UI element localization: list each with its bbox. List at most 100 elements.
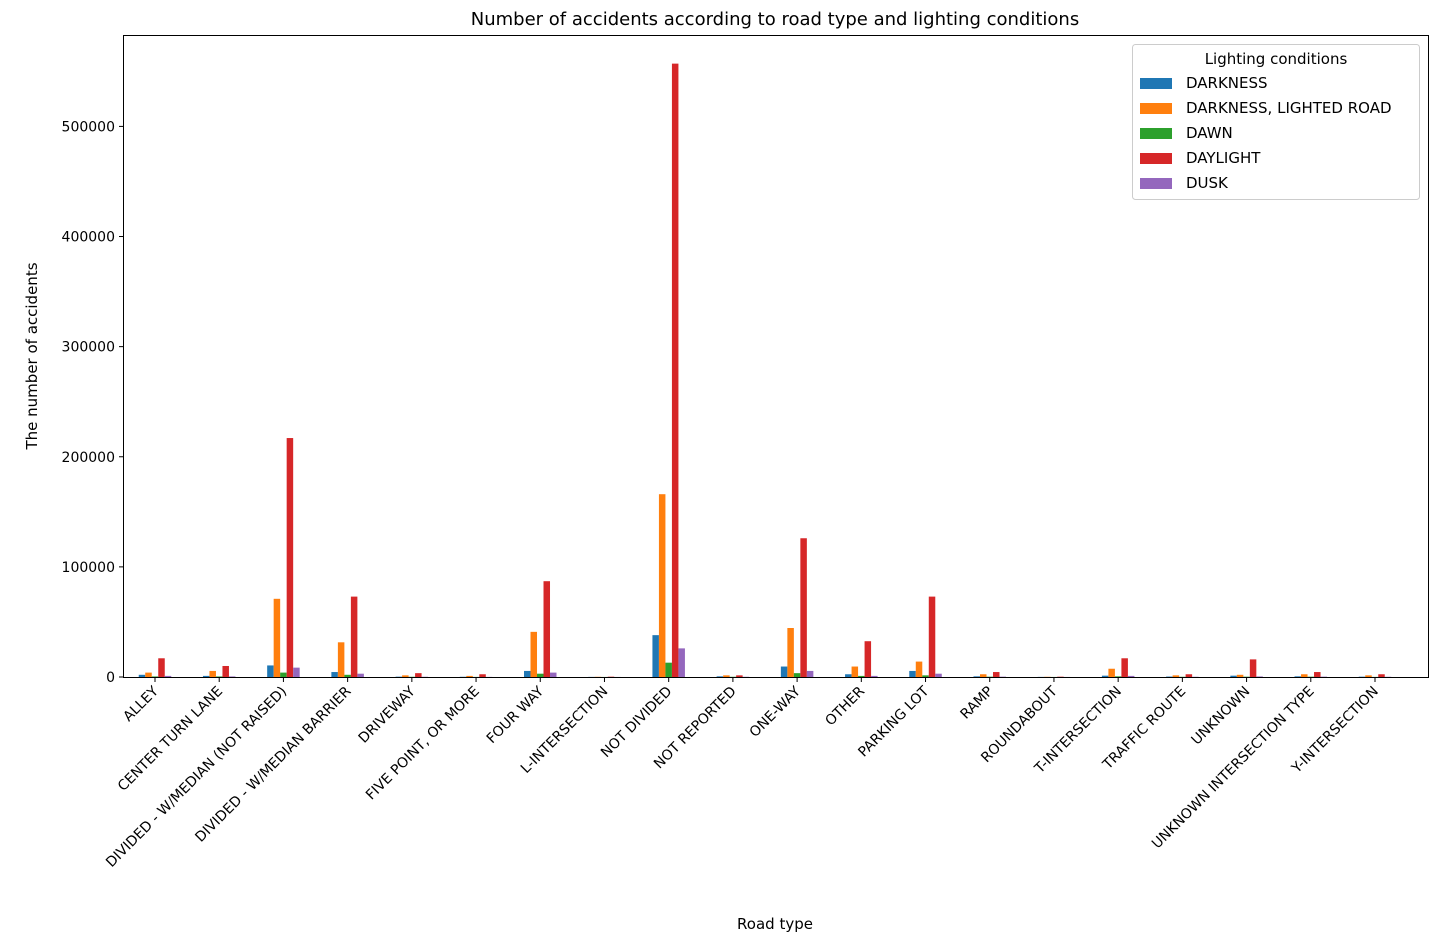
- bar-dawn-16: [1115, 676, 1122, 677]
- bar-darkness-2: [203, 676, 210, 677]
- x-tick-label: DRIVEWAY: [356, 683, 419, 746]
- bar-darkness-14: [973, 676, 980, 677]
- bar-dusk-9: [678, 648, 685, 677]
- bar-dawn-3: [280, 673, 287, 677]
- x-tick-label: ALLEY: [120, 683, 162, 725]
- legend-swatch: [1140, 128, 1172, 139]
- x-axis-title: Road type: [737, 915, 813, 933]
- bar-darkness-lighted-road-5: [402, 675, 409, 677]
- y-tick-label: 200000: [62, 450, 115, 466]
- bar-darkness-lighted-road-2: [209, 671, 216, 677]
- legend-label: DARKNESS: [1186, 74, 1268, 92]
- bar-dawn-2: [216, 676, 223, 677]
- legend-label: DAYLIGHT: [1186, 149, 1261, 167]
- bar-darkness-lighted-road-13: [916, 662, 923, 677]
- bar-dawn-9: [665, 663, 672, 677]
- bar-daylight-17: [1186, 674, 1193, 677]
- legend-title: Lighting conditions: [1205, 50, 1348, 68]
- x-tick-label: UNKNOWN: [1189, 684, 1254, 749]
- bar-dusk-18: [1256, 676, 1263, 677]
- bar-dusk-16: [1128, 676, 1135, 677]
- legend-swatch: [1140, 178, 1172, 189]
- bar-darkness-lighted-road-4: [338, 642, 345, 677]
- bar-dawn-13: [922, 675, 929, 677]
- bar-daylight-13: [929, 597, 936, 677]
- y-axis: 0 100000 200000 300000 400000 500000: [62, 119, 124, 686]
- bar-darkness-lighted-road-20: [1365, 675, 1372, 677]
- legend-swatch: [1140, 153, 1172, 164]
- x-tick-label: ONE-WAY: [747, 683, 805, 741]
- bar-dusk-7: [550, 673, 557, 677]
- bar-dusk-13: [935, 674, 942, 677]
- bar-darkness-lighted-road-12: [852, 667, 859, 677]
- bar-dusk-2: [229, 676, 236, 677]
- bar-dawn-4: [344, 675, 351, 677]
- y-tick-label: 500000: [62, 119, 115, 135]
- bar-darkness-1: [139, 675, 146, 677]
- x-tick-label: RAMP: [957, 684, 996, 723]
- bar-darkness-lighted-road-19: [1301, 674, 1308, 677]
- bar-daylight-18: [1250, 659, 1257, 677]
- bar-darkness-11: [781, 667, 788, 677]
- legend-swatch: [1140, 103, 1172, 114]
- y-tick-label: 100000: [62, 560, 115, 576]
- x-tick-label: FIVE POINT, OR MORE: [363, 684, 483, 804]
- bar-daylight-6: [479, 674, 486, 677]
- bar-dusk-11: [807, 671, 814, 677]
- bar-darkness-lighted-road-16: [1108, 669, 1115, 677]
- y-tick-label: 400000: [62, 230, 115, 246]
- bar-dusk-3: [293, 668, 300, 677]
- legend-label: DARKNESS, LIGHTED ROAD: [1186, 99, 1392, 117]
- bar-daylight-16: [1121, 658, 1128, 677]
- bar-darkness-lighted-road-1: [145, 673, 152, 677]
- bar-daylight-10: [736, 675, 743, 677]
- x-tick-label: FOUR WAY: [484, 683, 548, 747]
- bar-darkness-12: [845, 674, 852, 677]
- bar-daylight-4: [351, 597, 358, 677]
- bar-dawn-12: [858, 676, 865, 677]
- bar-dawn-7: [537, 674, 544, 677]
- bar-darkness-3: [267, 665, 274, 677]
- bar-darkness-16: [1102, 676, 1109, 677]
- legend-label: DAWN: [1186, 124, 1233, 142]
- legend: Lighting conditions DARKNESS DARKNESS, LI…: [1133, 45, 1420, 200]
- bar-daylight-1: [158, 658, 165, 677]
- bar-darkness-18: [1230, 676, 1237, 677]
- bar-dusk-4: [357, 674, 364, 677]
- bar-daylight-3: [287, 438, 294, 677]
- bar-darkness-lighted-road-10: [723, 675, 730, 677]
- bar-daylight-11: [800, 538, 807, 677]
- y-tick-label: 300000: [62, 340, 115, 356]
- bar-darkness-9: [652, 635, 659, 677]
- bar-darkness-lighted-road-14: [980, 674, 987, 677]
- bar-daylight-12: [865, 641, 872, 677]
- bar-darkness-lighted-road-9: [659, 494, 666, 677]
- bar-darkness-lighted-road-17: [1173, 675, 1180, 677]
- bar-darkness-lighted-road-11: [787, 628, 794, 677]
- bar-darkness-lighted-road-18: [1237, 675, 1244, 677]
- bar-daylight-20: [1378, 674, 1385, 677]
- x-tick-label: CENTER TURN LANE: [115, 684, 226, 795]
- bar-daylight-2: [222, 666, 229, 677]
- bar-darkness-13: [909, 671, 916, 677]
- bar-daylight-5: [415, 673, 422, 677]
- bar-darkness-10: [717, 676, 724, 677]
- bar-daylight-19: [1314, 672, 1321, 677]
- bar-darkness-lighted-road-6: [466, 676, 473, 677]
- y-tick-label: 0: [106, 670, 115, 686]
- bar-darkness-19: [1295, 676, 1302, 677]
- chart-title: Number of accidents according to road ty…: [471, 9, 1079, 30]
- bar-darkness-4: [331, 672, 338, 677]
- bar-daylight-9: [672, 64, 679, 677]
- bar-dawn-11: [794, 673, 801, 677]
- y-axis-title: The number of accidents: [23, 262, 41, 450]
- bar-daylight-7: [544, 581, 551, 677]
- legend-swatch: [1140, 78, 1172, 89]
- bar-dawn-1: [152, 676, 159, 677]
- bar-darkness-lighted-road-3: [274, 599, 281, 677]
- x-tick-label: OTHER: [822, 683, 868, 729]
- bar-dusk-1: [165, 676, 172, 677]
